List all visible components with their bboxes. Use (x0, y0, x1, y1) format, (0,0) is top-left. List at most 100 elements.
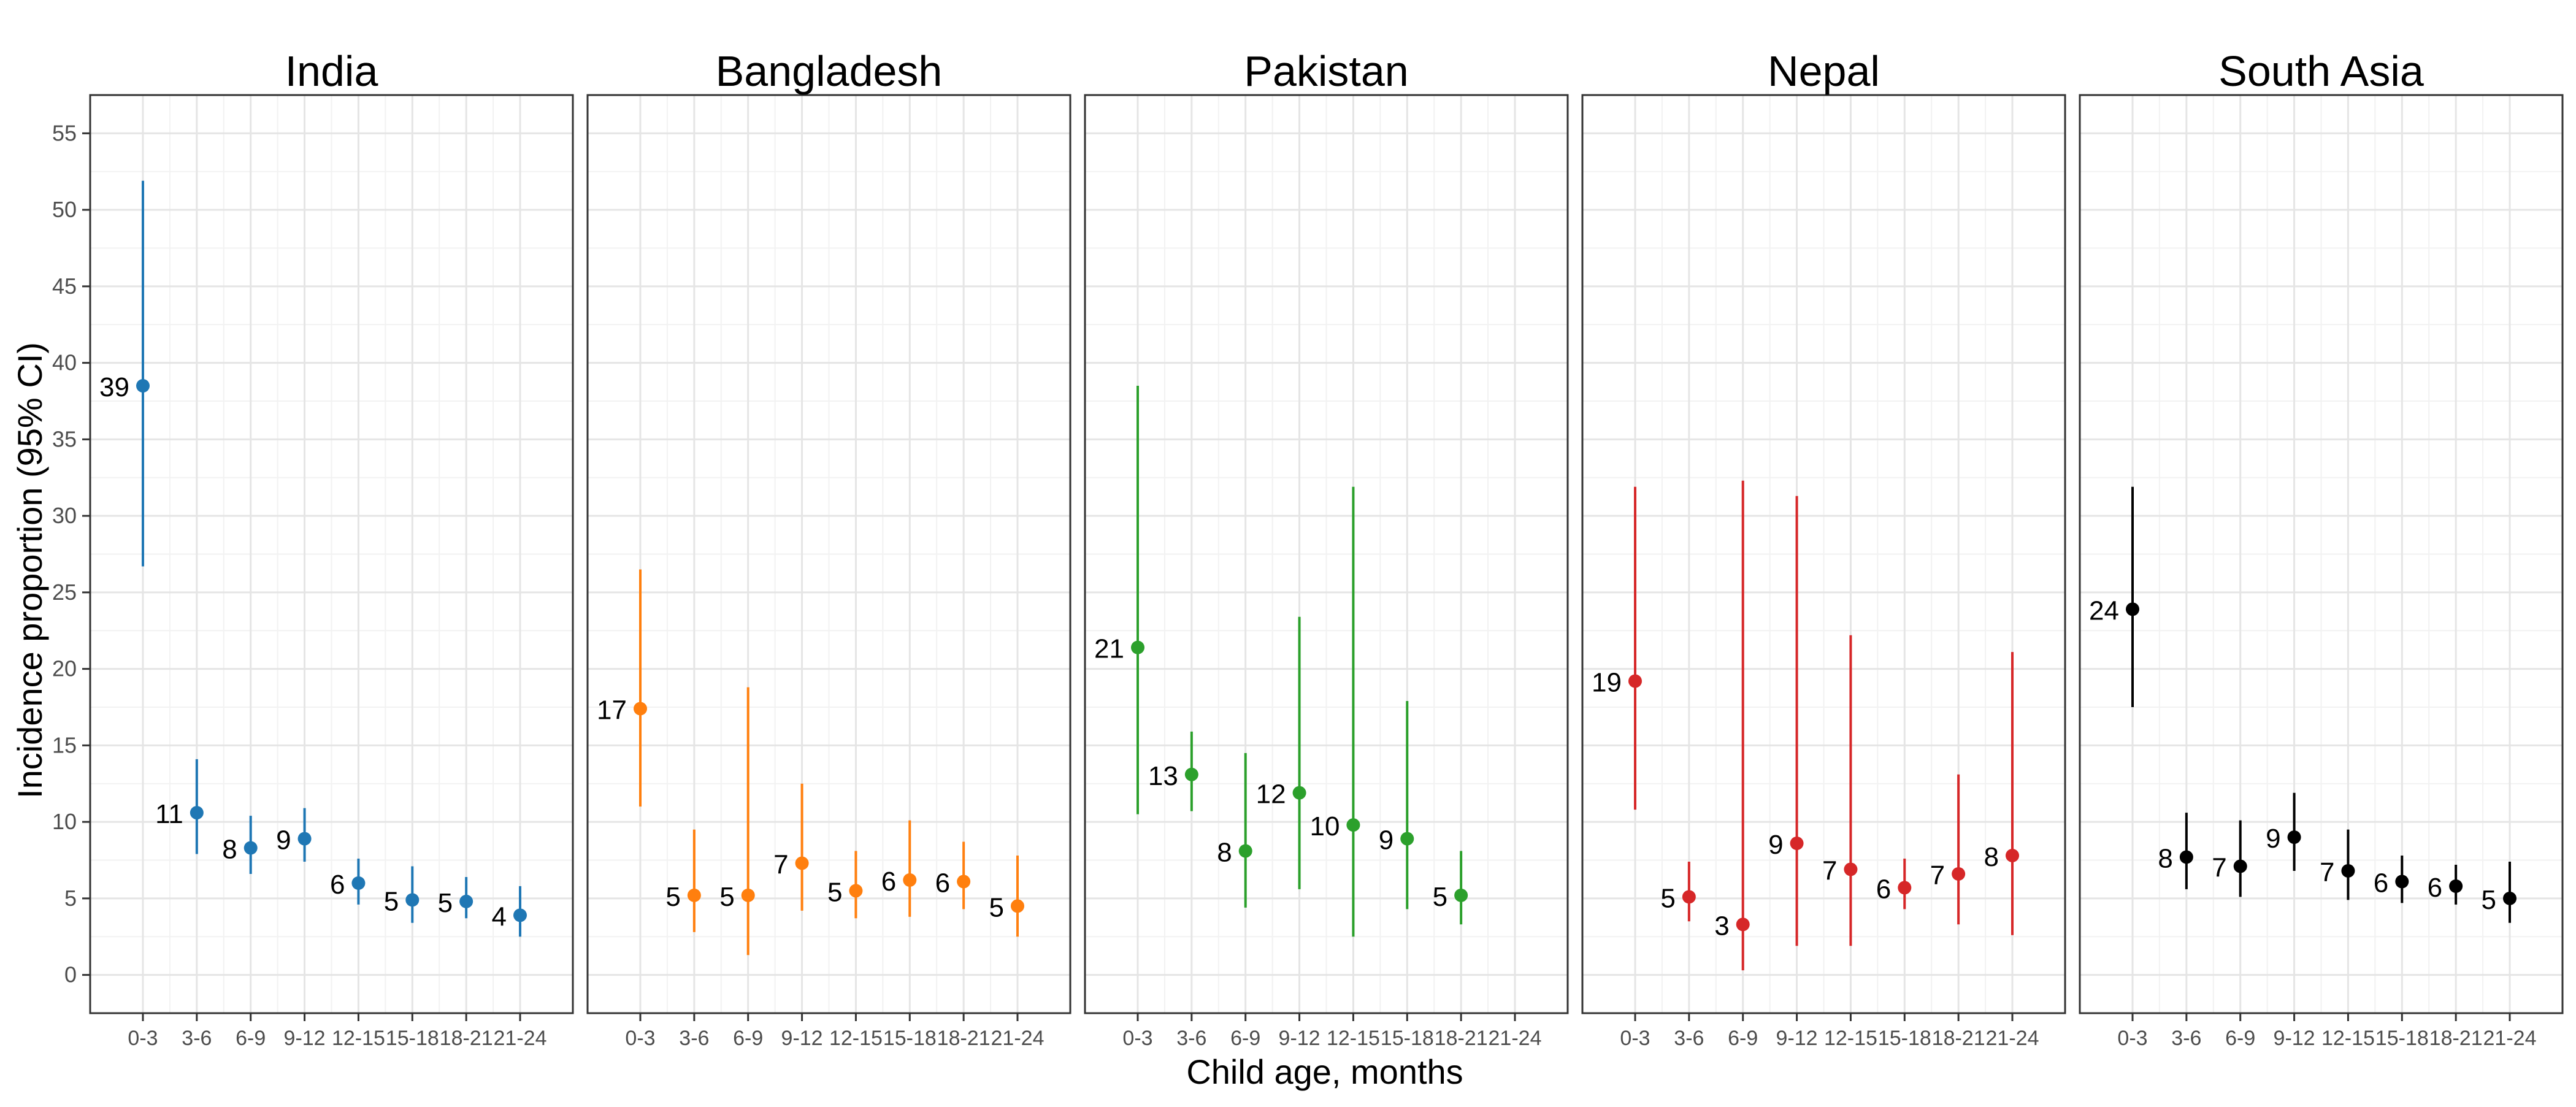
x-tick-label: 12-15 (332, 1027, 385, 1050)
x-tick-label: 12-15 (2321, 1027, 2375, 1050)
panel-border (586, 94, 1071, 1014)
data-point (243, 841, 258, 855)
data-label: 4 (492, 902, 507, 932)
data-label: 5 (1660, 883, 1675, 913)
data-point (2503, 891, 2517, 905)
data-point (957, 875, 971, 889)
x-tick-label: 18-21 (1932, 1027, 1985, 1050)
y-axis-title: Incidence proportion (95% CI) (10, 342, 49, 799)
data-label: 5 (719, 882, 734, 912)
data-point (405, 893, 420, 907)
data-point (2179, 850, 2193, 864)
data-label: 7 (773, 849, 788, 879)
data-point (741, 888, 755, 902)
x-tick-label: 9-12 (1279, 1027, 1321, 1050)
x-tick-label: 12-15 (829, 1027, 883, 1050)
data-label: 17 (597, 695, 627, 725)
x-tick-label: 21-24 (2483, 1027, 2537, 1050)
x-tick-label: 3-6 (1176, 1027, 1206, 1050)
x-tick-label: 21-24 (1986, 1027, 2039, 1050)
data-point (1952, 867, 1966, 881)
x-tick-label: 18-21 (1435, 1027, 1488, 1050)
x-tick-label: 9-12 (1776, 1027, 1818, 1050)
data-label: 7 (1930, 860, 1945, 891)
panel-border (89, 94, 574, 1014)
panel-border (1581, 94, 2066, 1014)
data-point (795, 856, 809, 870)
y-tick-label: 10 (52, 809, 77, 834)
data-point (136, 379, 150, 393)
x-tick-label: 15-18 (1381, 1027, 1434, 1050)
y-tick-label: 30 (52, 503, 77, 528)
data-point (2006, 849, 2019, 863)
data-point (513, 908, 527, 922)
data-label: 6 (1876, 874, 1891, 904)
x-tick-label: 18-21 (440, 1027, 493, 1050)
data-label: 5 (665, 882, 680, 912)
data-label: 8 (222, 835, 237, 865)
data-point (1844, 862, 1858, 876)
x-tick-label: 12-15 (1327, 1027, 1380, 1050)
data-point (2341, 864, 2355, 878)
data-label: 9 (276, 825, 291, 856)
y-tick-label: 25 (52, 580, 77, 605)
x-tick-label: 0-3 (625, 1027, 655, 1050)
x-tick-label: 6-9 (236, 1027, 266, 1050)
data-label: 6 (330, 870, 345, 900)
data-point (1898, 881, 1912, 895)
x-tick-label: 9-12 (781, 1027, 823, 1050)
data-point (297, 832, 312, 846)
y-tick-label: 50 (52, 197, 77, 222)
data-point (1736, 917, 1750, 932)
data-label: 9 (2266, 824, 2280, 854)
y-tick-label: 40 (52, 350, 77, 375)
data-label: 9 (1768, 830, 1783, 860)
x-tick-label: 15-18 (386, 1027, 439, 1050)
panel-title: Nepal (1768, 47, 1880, 95)
data-point (1790, 837, 1804, 851)
data-label: 5 (989, 892, 1004, 922)
data-label: 5 (438, 888, 453, 918)
x-tick-label: 21-24 (494, 1027, 547, 1050)
data-label: 6 (881, 867, 896, 897)
panel-title: Bangladesh (716, 47, 943, 95)
x-tick-label: 9-12 (2274, 1027, 2315, 1050)
data-point (2395, 875, 2409, 889)
data-point (849, 884, 863, 898)
x-tick-label: 9-12 (284, 1027, 326, 1050)
x-tick-label: 12-15 (1824, 1027, 1877, 1050)
data-label: 5 (1433, 882, 1447, 912)
data-point (1400, 832, 1414, 846)
data-label: 12 (1256, 779, 1286, 810)
data-point (2126, 602, 2139, 616)
x-tick-label: 21-24 (991, 1027, 1045, 1050)
y-tick-label: 15 (52, 732, 77, 757)
x-tick-label: 18-21 (2429, 1027, 2483, 1050)
x-tick-label: 6-9 (1728, 1027, 1758, 1050)
x-tick-label: 6-9 (1230, 1027, 1260, 1050)
x-tick-label: 15-18 (2375, 1027, 2429, 1050)
data-label: 8 (2158, 844, 2172, 874)
data-label: 5 (384, 886, 399, 916)
y-tick-label: 55 (52, 120, 77, 145)
panel-nepal: 19 5 3 9 7 6 7 8 Nepal 0-3 3-6 6-9 9-12 12-15 15-18 18-… (1581, 47, 2066, 1050)
data-label: 6 (2374, 868, 2388, 898)
data-point (687, 888, 701, 902)
data-label: 5 (2482, 885, 2496, 915)
x-tick-label: 3-6 (1674, 1027, 1704, 1050)
data-label: 7 (1822, 856, 1837, 886)
panel-border (2079, 94, 2564, 1014)
data-point (1292, 786, 1306, 800)
data-label: 19 (1592, 668, 1622, 698)
data-label: 9 (1379, 825, 1393, 856)
data-point (1131, 640, 1144, 654)
y-tick-label: 0 (64, 962, 77, 987)
x-tick-label: 0-3 (128, 1027, 158, 1050)
data-point (1346, 818, 1360, 832)
data-label: 7 (2212, 852, 2226, 883)
data-point (2287, 830, 2301, 845)
data-label: 39 (99, 372, 129, 402)
data-point (1011, 899, 1024, 913)
data-point (1184, 767, 1198, 781)
